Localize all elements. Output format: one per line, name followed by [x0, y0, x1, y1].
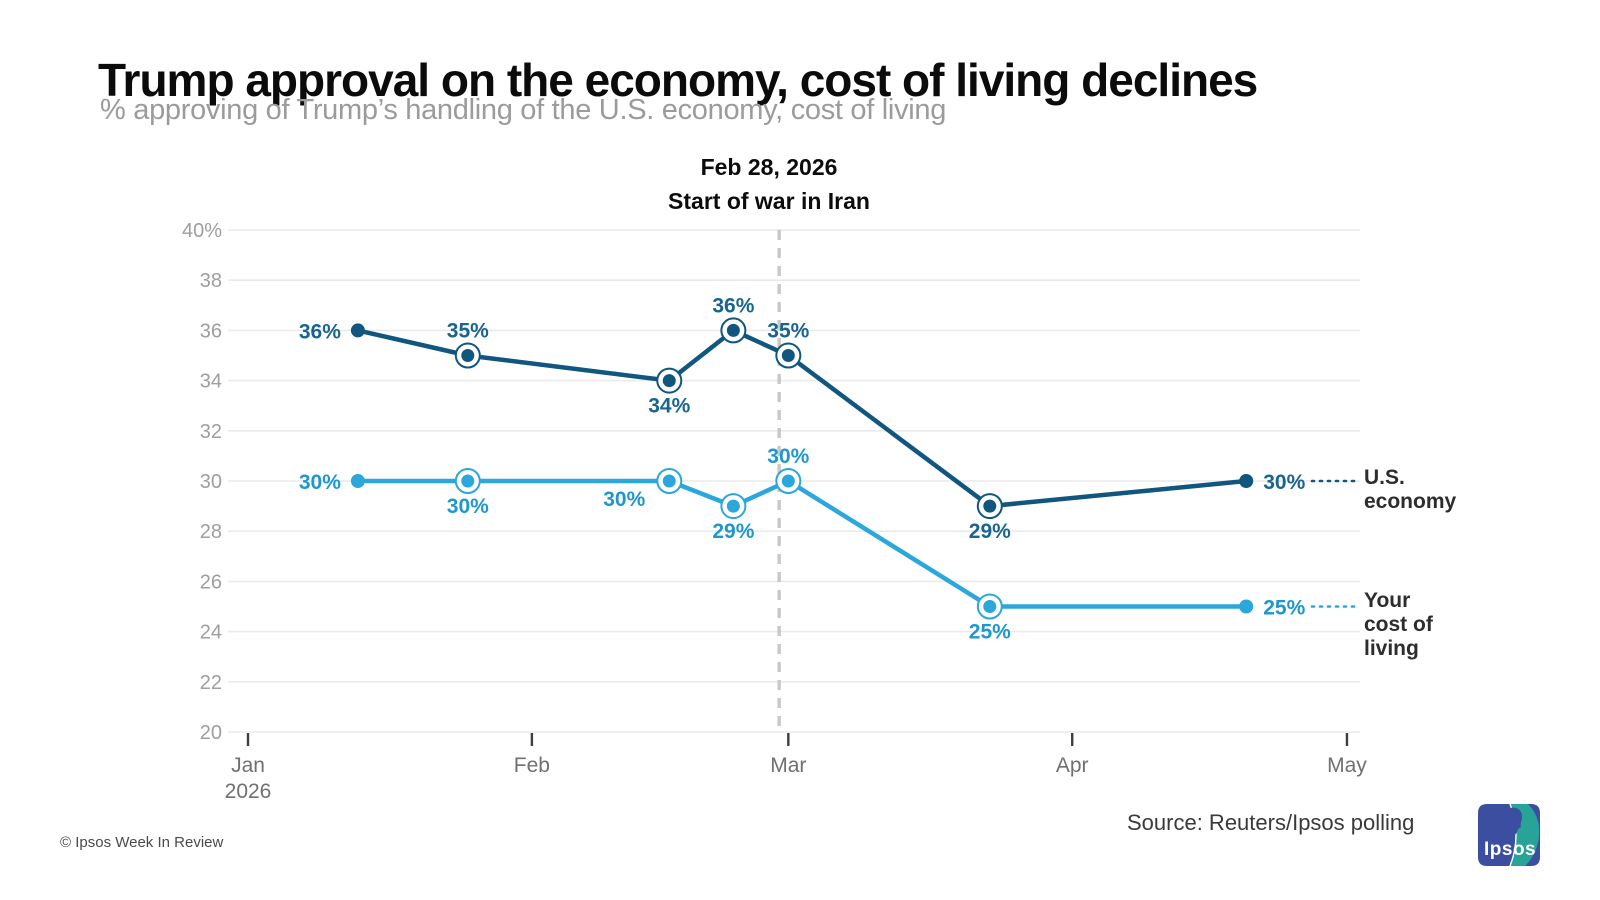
- point-marker: [662, 374, 676, 388]
- y-tick-label: 28: [200, 521, 222, 543]
- value-label: 30%: [767, 445, 809, 468]
- logo-face-silhouette: [1504, 807, 1523, 837]
- legend-label-line: U.S.: [1364, 466, 1405, 489]
- value-label: 25%: [1263, 597, 1305, 620]
- point-marker: [1239, 599, 1254, 614]
- y-tick-label: 34: [200, 371, 222, 393]
- legend-label-line: economy: [1364, 490, 1457, 513]
- ipsos-logo-graphic: Ipsos: [1478, 803, 1540, 867]
- legend-label-line: cost of: [1364, 613, 1433, 636]
- point-marker: [1239, 474, 1254, 488]
- point-marker: [350, 323, 365, 338]
- y-tick-label: 20: [200, 722, 222, 744]
- source-note: Source: Reuters/Ipsos polling: [1127, 810, 1415, 835]
- y-tick-label: 36: [200, 320, 222, 342]
- point-marker: [781, 349, 795, 362]
- value-label: 29%: [712, 520, 754, 543]
- point-marker: [781, 474, 795, 488]
- legend-label-line: Your: [1364, 589, 1411, 612]
- x-tick-label: Mar: [770, 754, 806, 777]
- point-marker: [662, 474, 676, 488]
- value-label: 34%: [648, 395, 690, 418]
- value-label: 29%: [969, 520, 1011, 543]
- value-label: 30%: [603, 488, 645, 511]
- point-marker: [461, 349, 475, 362]
- point-marker: [726, 323, 740, 337]
- y-tick-label: 38: [200, 270, 222, 292]
- value-label: 36%: [712, 294, 754, 317]
- point-marker: [461, 474, 475, 488]
- y-tick-label: 30: [200, 471, 222, 493]
- y-tick-label: 26: [200, 571, 222, 593]
- credit-note: © Ipsos Week In Review: [60, 834, 224, 851]
- y-tick-label: 24: [200, 622, 222, 644]
- y-tick-label: 40%: [182, 220, 222, 242]
- ipsos-logo: Ipsos: [1478, 803, 1540, 867]
- point-marker: [983, 499, 997, 513]
- page-subtitle: % approving of Trump’s handling of the U…: [100, 94, 947, 126]
- series-line: [355, 478, 1249, 609]
- logo-wordmark: Ipsos: [1484, 839, 1536, 860]
- x-tick-label: Jan: [231, 754, 265, 777]
- event-description: Start of war in Iran: [668, 188, 870, 214]
- legend-label: U.S. economy: [1364, 466, 1474, 514]
- value-label: 25%: [969, 621, 1011, 644]
- value-label: 30%: [1263, 471, 1305, 494]
- value-label: 35%: [767, 320, 809, 343]
- y-tick-label: 32: [200, 421, 222, 443]
- value-label: 30%: [299, 471, 341, 494]
- x-tick-sublabel: 2026: [225, 780, 272, 803]
- value-label: 30%: [447, 495, 489, 518]
- point-marker: [983, 600, 997, 613]
- event-annotation: Feb 28, 2026 Start of war in Iran: [668, 150, 870, 218]
- value-label: 36%: [299, 320, 341, 343]
- y-tick-label: 22: [200, 672, 222, 694]
- point-marker: [726, 499, 740, 513]
- x-tick-label: Apr: [1056, 754, 1089, 777]
- value-label: 35%: [447, 320, 489, 343]
- legend-label: Your cost of living: [1364, 589, 1474, 661]
- point-marker: [350, 474, 365, 488]
- event-date: Feb 28, 2026: [700, 154, 838, 180]
- x-tick-label: Feb: [514, 754, 550, 777]
- x-tick-label: May: [1327, 754, 1367, 777]
- page-title: Trump approval on the economy, cost of l…: [98, 53, 1258, 106]
- legend-label-line: living: [1364, 637, 1419, 660]
